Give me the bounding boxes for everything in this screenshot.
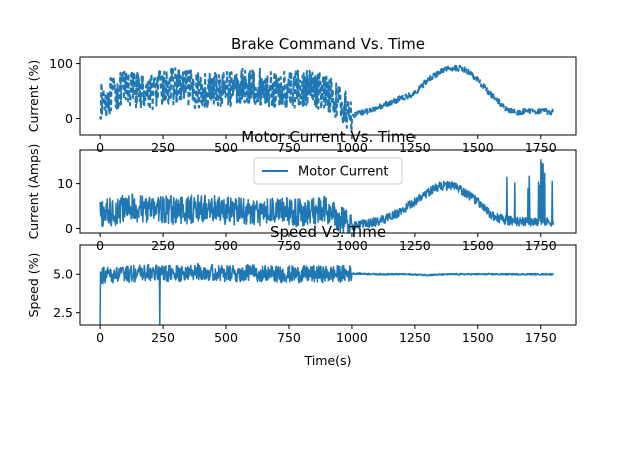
y-tick-label: 0 [65, 111, 73, 126]
y-tick-label: 100 [49, 56, 73, 71]
y-tick-label: 5.0 [53, 267, 73, 282]
x-tick-label: 750 [277, 140, 301, 155]
legend-box [253, 157, 403, 185]
subplot-3: 0 250 500 750 1000 1250 1500 1750 2.5 5.0 Speed Vs… [26, 223, 577, 368]
series-line-1-1 [99, 64, 554, 133]
subplot-1: 0 250 500 750 1000 1250 1500 1750 0 100 Brake Comm… [26, 35, 577, 155]
series-line-2-1 [99, 158, 555, 233]
plot-frame [79, 56, 577, 136]
x-tick-label: 1750 [525, 330, 557, 345]
x-tick-label: 500 [214, 330, 238, 345]
x-tick-label: 500 [214, 140, 238, 155]
plot-frame [79, 149, 577, 234]
x-tick-label: 1500 [462, 330, 494, 345]
x-tick-label: 1750 [525, 140, 557, 155]
plot-frame [79, 244, 577, 326]
x-tick-label: 250 [151, 140, 175, 155]
x-tick-label: 1250 [399, 140, 431, 155]
legend: Motor Current [253, 157, 403, 185]
x-tick-label: 1250 [399, 330, 431, 345]
y-axis-label: Current (Amps) [26, 144, 41, 240]
x-tick-label: 0 [96, 330, 104, 345]
x-axis-label: Time(s) [304, 353, 352, 368]
x-tick-label: 1500 [462, 140, 494, 155]
y-tick-label: 0 [65, 221, 73, 236]
chart-title: Motor Current Vs. Time [241, 128, 415, 146]
series-line-3-1 [99, 262, 554, 325]
y-axis-label: Current (%) [26, 60, 41, 133]
x-tick-label: 250 [151, 330, 175, 345]
chart-title: Speed Vs. Time [270, 223, 386, 241]
legend-label: Motor Current [298, 165, 389, 180]
x-tick-label: 0 [96, 140, 104, 155]
x-tick-label: 1000 [336, 140, 368, 155]
x-tick-label: 1000 [336, 330, 368, 345]
chart-title: Brake Command Vs. Time [231, 35, 425, 53]
y-tick-label: 10 [57, 176, 73, 191]
y-axis-label: Speed (%) [26, 253, 41, 318]
y-tick-label: 2.5 [53, 305, 73, 320]
x-tick-label: 750 [277, 330, 301, 345]
